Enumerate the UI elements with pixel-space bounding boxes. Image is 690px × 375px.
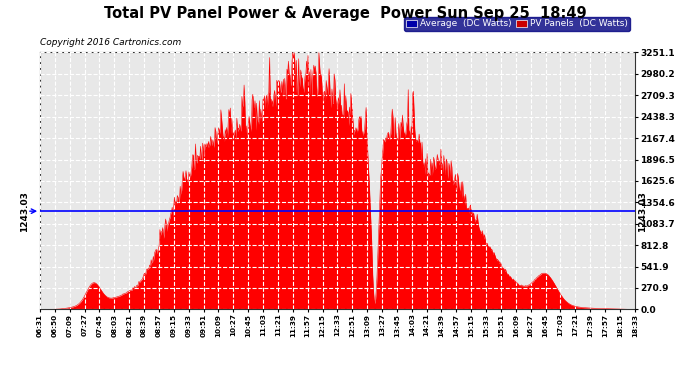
Legend: Average  (DC Watts), PV Panels  (DC Watts): Average (DC Watts), PV Panels (DC Watts) <box>404 17 630 31</box>
Text: 1243.03: 1243.03 <box>638 191 647 232</box>
Text: Copyright 2016 Cartronics.com: Copyright 2016 Cartronics.com <box>40 38 181 47</box>
Text: Total PV Panel Power & Average  Power Sun Sep 25  18:49: Total PV Panel Power & Average Power Sun… <box>104 6 586 21</box>
Text: 1243.03: 1243.03 <box>19 191 28 232</box>
